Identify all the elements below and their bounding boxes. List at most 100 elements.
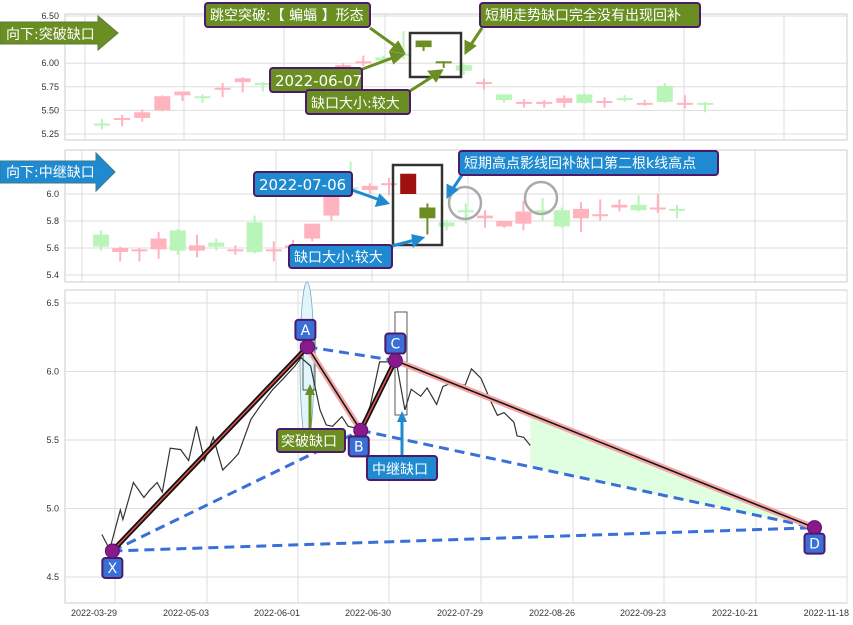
candle-body [435, 61, 452, 64]
pattern-dashed-line [360, 428, 815, 530]
point-label-box [347, 435, 370, 458]
candle [214, 83, 231, 98]
y-tick-label: 4.5 [46, 572, 59, 582]
y-tick-label: 5.25 [41, 129, 59, 139]
candle-body [112, 248, 129, 253]
pattern-point [104, 543, 120, 559]
pattern-leg [306, 346, 362, 431]
candle-body [93, 234, 109, 247]
label-pattern: 跳空突破:【 蝙蝠 】形态 [204, 2, 371, 28]
candle [435, 61, 452, 68]
candle [592, 199, 609, 221]
candle [112, 246, 129, 262]
pattern-point [387, 353, 403, 369]
label-date-top: 2022-06-07 [269, 67, 363, 93]
candle [150, 231, 167, 259]
y-tick-label: 6.50 [41, 11, 59, 21]
circle-marker-2 [523, 180, 559, 216]
svg-text:缺口大小:较大: 缺口大小:较大 [311, 96, 400, 112]
svg-text:2022-07-06: 2022-07-06 [259, 176, 346, 194]
candle [234, 77, 251, 93]
candle [697, 101, 713, 113]
candle-body [697, 102, 713, 105]
point-label: B [354, 439, 364, 455]
candle-body [94, 123, 110, 126]
candle [573, 202, 589, 232]
candle-body [304, 223, 321, 239]
y-tick-label: 6.0 [46, 189, 59, 199]
candle-body [214, 87, 231, 90]
candle-body [361, 185, 378, 190]
candle-body [656, 85, 673, 102]
pattern-dashed-line [112, 526, 815, 553]
panel-xabcd: 2022-03-29 2022-05-03 2022-06-01 2022-06-30… [46, 281, 849, 618]
candle-body [400, 173, 417, 194]
tag-runaway-gap: 向下:中继缺口 [0, 151, 116, 193]
candle-body [154, 96, 171, 111]
candle [515, 200, 532, 231]
x-tick-label: 2022-03-29 [71, 608, 117, 618]
candle [154, 95, 171, 112]
candle [419, 203, 436, 235]
candle-body [114, 117, 131, 120]
pattern-leg-thick-core [111, 346, 308, 552]
label-date-middle: 2022-07-06 [253, 171, 353, 197]
point-label: C [390, 337, 400, 353]
y-tick-label: 6.0 [46, 367, 59, 377]
candle [194, 94, 211, 103]
point-label: D [809, 537, 820, 553]
candle-body [134, 112, 151, 118]
candle [457, 203, 474, 224]
pattern-leg [395, 359, 815, 529]
candle [189, 234, 205, 258]
label-gap-size-top: 缺口大小:较大 [305, 89, 411, 115]
svg-text:缺口大小:较大: 缺口大小:较大 [294, 250, 383, 266]
candle-body [150, 238, 167, 250]
candle [649, 194, 666, 213]
candle-body [553, 210, 570, 227]
label-breakaway-gap: 突破缺口 [276, 384, 346, 453]
svg-text:短期高点影线回补缺口第二根k线高点: 短期高点影线回补缺口第二根k线高点 [464, 155, 696, 172]
candle [304, 223, 321, 242]
candle-body [616, 98, 633, 101]
candle-body [475, 82, 492, 85]
pattern-leg-thick-core [360, 360, 397, 431]
arrows-top [359, 26, 484, 93]
candle-body [415, 40, 432, 48]
candle [174, 91, 191, 101]
pattern-point [299, 339, 315, 355]
candle-body [169, 230, 186, 251]
candle-body [649, 207, 666, 210]
label-runaway-gap: 中继缺口 [366, 411, 438, 481]
candle-body [419, 207, 436, 219]
candle-body [455, 65, 472, 71]
candle-body [438, 222, 455, 227]
circle-marker-1 [447, 185, 483, 221]
candle-body [516, 101, 533, 104]
point-label-box [294, 318, 317, 341]
candle [355, 55, 372, 67]
candle-body [323, 194, 340, 216]
svg-text:短期走势缺口完全没有出现回补: 短期走势缺口完全没有出现回补 [485, 7, 681, 24]
gap-box-middle [391, 163, 444, 247]
candle [630, 195, 647, 212]
x-tick-label: 2022-09-23 [620, 608, 666, 618]
panel-runaway-gap: 6.0 5.8 5.6 5.4 [46, 149, 848, 283]
y-tick-label: 5.5 [46, 435, 59, 445]
candle [669, 204, 685, 219]
x-tick-label: 2022-11-18 [804, 608, 849, 618]
candle [553, 207, 570, 228]
y-tick-label: 5.6 [46, 243, 59, 253]
candle-body [174, 91, 191, 96]
svg-text:中继缺口: 中继缺口 [372, 462, 428, 478]
candle-body [227, 249, 244, 252]
candle [475, 78, 492, 90]
candle-body [669, 208, 685, 211]
candle [516, 99, 533, 108]
candle [131, 248, 148, 262]
svg-text:突破缺口: 突破缺口 [281, 434, 337, 450]
candle [455, 63, 472, 75]
candle [556, 95, 573, 108]
candle-body [375, 57, 392, 61]
